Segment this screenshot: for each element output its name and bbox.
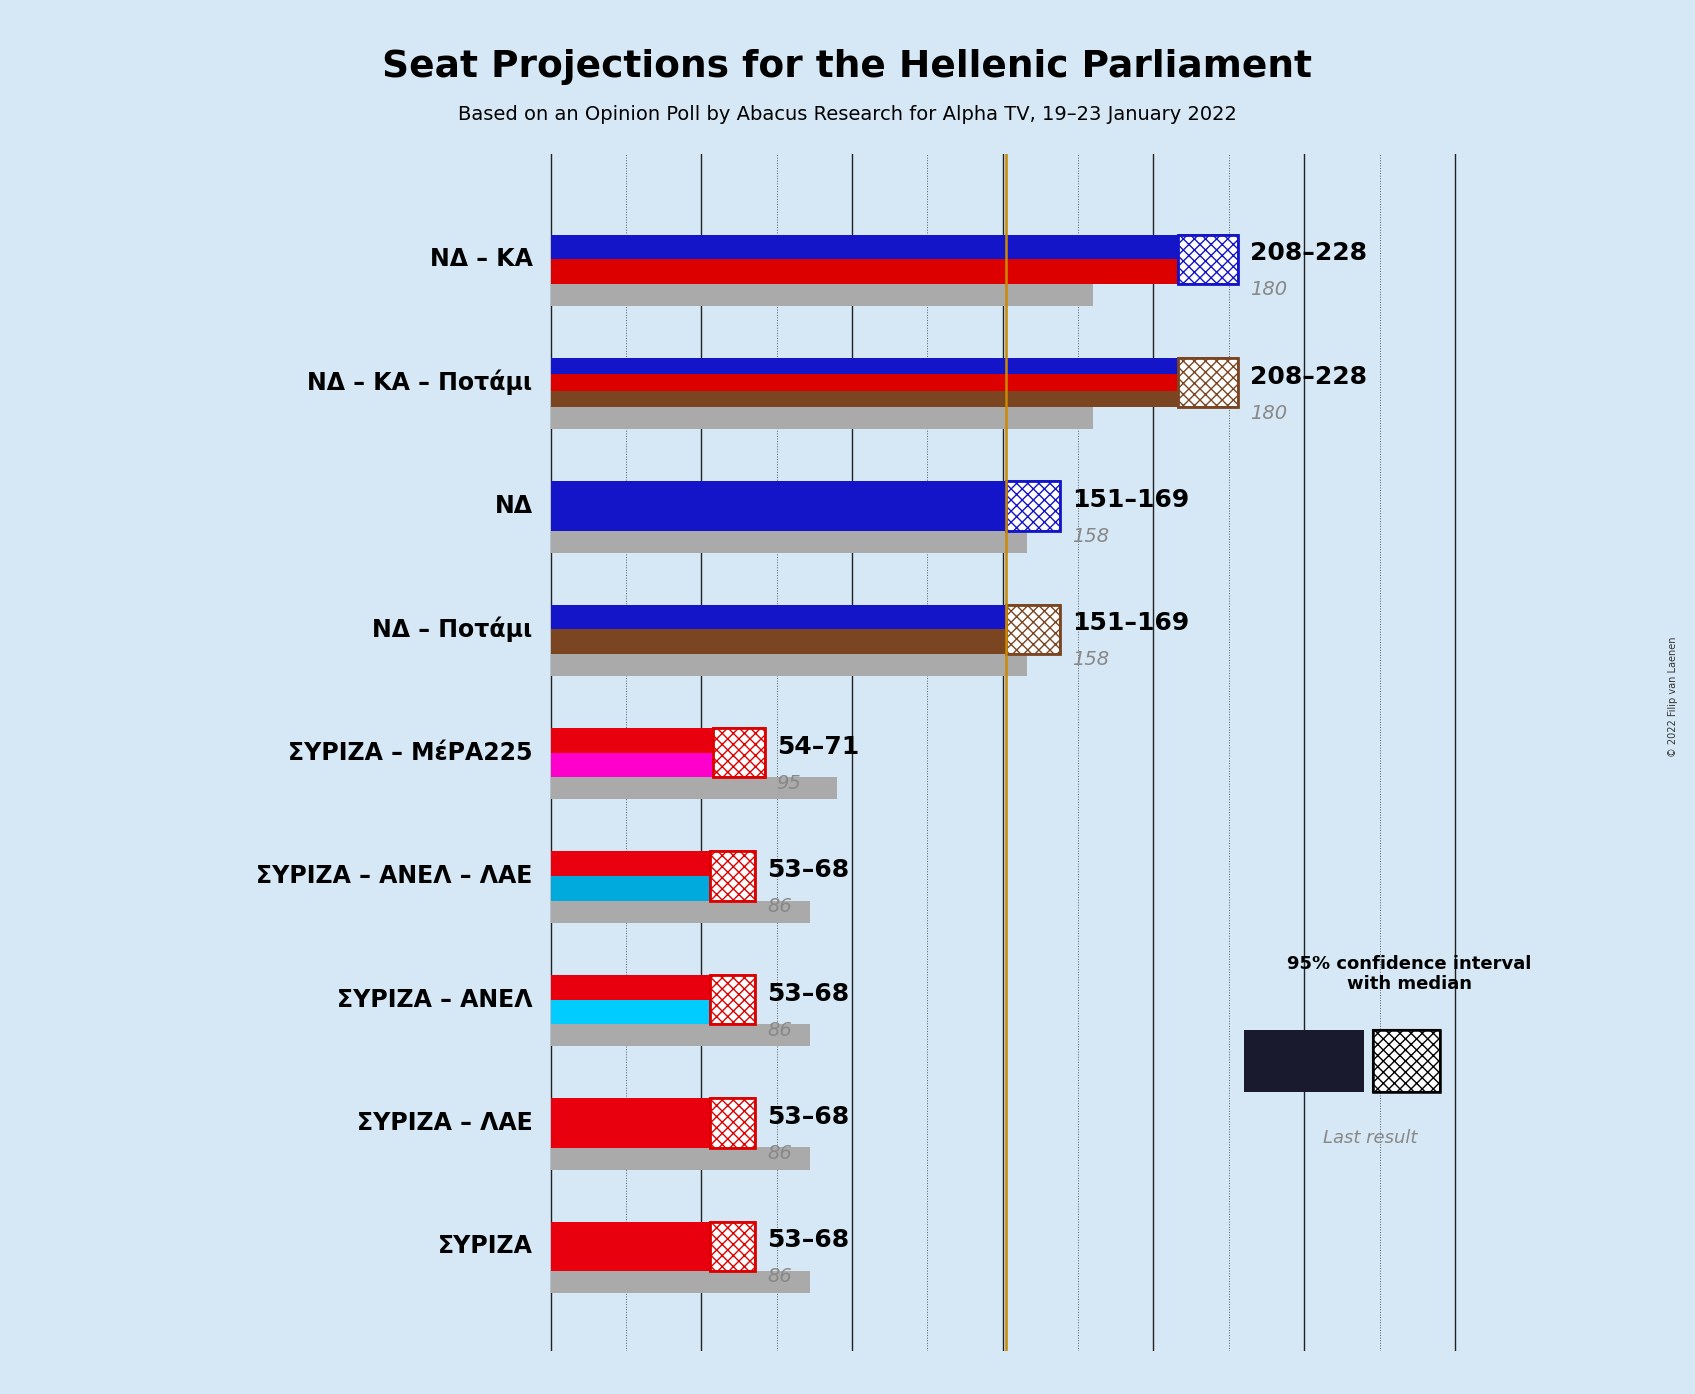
Bar xyxy=(1005,605,1059,654)
Bar xyxy=(1178,234,1237,284)
Text: 158: 158 xyxy=(1071,527,1109,546)
Text: ΝΔ – Ποτάμι: ΝΔ – Ποτάμι xyxy=(373,616,532,643)
Bar xyxy=(551,531,1027,552)
Bar xyxy=(551,999,710,1025)
Bar xyxy=(551,358,1178,375)
Bar xyxy=(551,605,1005,629)
Text: 53–68: 53–68 xyxy=(768,1105,849,1129)
Text: Based on an Opinion Poll by Abacus Research for Alpha TV, 19–23 January 2022: Based on an Opinion Poll by Abacus Resea… xyxy=(458,105,1237,124)
Bar xyxy=(1005,481,1059,531)
Text: Last result: Last result xyxy=(1324,1129,1417,1147)
Bar xyxy=(551,852,710,877)
Bar xyxy=(710,1221,756,1271)
Bar xyxy=(551,390,1178,407)
Bar xyxy=(551,1147,810,1170)
Text: ΣΥΡΙΖΑ – ΑΝΕΛ – ΛΑΕ: ΣΥΡΙΖΑ – ΑΝΕΛ – ΛΑΕ xyxy=(256,864,532,888)
Text: Seat Projections for the Hellenic Parliament: Seat Projections for the Hellenic Parlia… xyxy=(383,49,1312,85)
Bar xyxy=(1005,481,1059,531)
Text: © 2022 Filip van Laenen: © 2022 Filip van Laenen xyxy=(1668,637,1678,757)
Text: ΝΔ – ΚΑ: ΝΔ – ΚΑ xyxy=(429,247,532,272)
Text: ΣΥΡΙΖΑ: ΣΥΡΙΖΑ xyxy=(437,1234,532,1259)
Text: ΣΥΡΙΖΑ – ΛΑΕ: ΣΥΡΙΖΑ – ΛΑΕ xyxy=(356,1111,532,1135)
Text: 151–169: 151–169 xyxy=(1071,612,1190,636)
Bar xyxy=(551,901,810,923)
Bar xyxy=(714,728,764,778)
Bar xyxy=(551,728,714,753)
Bar xyxy=(551,1098,710,1147)
Bar xyxy=(551,259,1178,284)
Text: 53–68: 53–68 xyxy=(768,981,849,1005)
Bar xyxy=(551,375,1178,390)
Text: 208–228: 208–228 xyxy=(1249,241,1366,265)
Text: 53–68: 53–68 xyxy=(768,1228,849,1252)
Bar xyxy=(551,1025,810,1046)
Bar xyxy=(551,974,710,999)
Bar xyxy=(1244,1030,1364,1092)
Bar xyxy=(551,481,1005,531)
Text: 54–71: 54–71 xyxy=(776,735,859,758)
Bar xyxy=(551,1221,710,1271)
Bar xyxy=(1373,1030,1439,1092)
Bar xyxy=(710,1098,756,1147)
Text: 180: 180 xyxy=(1249,280,1287,300)
Bar xyxy=(710,974,756,1025)
Text: ΝΔ: ΝΔ xyxy=(495,493,532,519)
Text: 95% confidence interval
with median: 95% confidence interval with median xyxy=(1288,955,1532,994)
Text: 180: 180 xyxy=(1249,404,1287,422)
Text: ΣΥΡΙΖΑ – ΜέΡΑ225: ΣΥΡΙΖΑ – ΜέΡΑ225 xyxy=(288,740,532,765)
Bar xyxy=(551,1271,810,1292)
Bar xyxy=(551,284,1093,305)
Text: 53–68: 53–68 xyxy=(768,859,849,882)
Bar xyxy=(710,1221,756,1271)
Text: 86: 86 xyxy=(768,898,792,916)
Bar xyxy=(551,654,1027,676)
Text: 95: 95 xyxy=(776,774,802,793)
Bar xyxy=(710,852,756,901)
Bar xyxy=(551,407,1093,429)
Text: 151–169: 151–169 xyxy=(1071,488,1190,512)
Bar xyxy=(1373,1030,1439,1092)
Bar xyxy=(1178,358,1237,407)
Text: 208–228: 208–228 xyxy=(1249,365,1366,389)
Text: 158: 158 xyxy=(1071,651,1109,669)
Bar xyxy=(710,852,756,901)
Bar xyxy=(1178,358,1237,407)
Bar xyxy=(551,234,1178,259)
Bar xyxy=(551,753,714,778)
Text: ΣΥΡΙΖΑ – ΑΝΕΛ: ΣΥΡΙΖΑ – ΑΝΕΛ xyxy=(337,987,532,1012)
Text: 86: 86 xyxy=(768,1267,792,1287)
Text: 86: 86 xyxy=(768,1020,792,1040)
Bar xyxy=(710,1098,756,1147)
Bar xyxy=(551,778,837,799)
Bar xyxy=(551,629,1005,654)
Text: ΝΔ – ΚΑ – Ποτάμι: ΝΔ – ΚΑ – Ποτάμι xyxy=(307,369,532,396)
Text: 86: 86 xyxy=(768,1144,792,1163)
Bar xyxy=(710,974,756,1025)
Bar xyxy=(1005,605,1059,654)
Bar xyxy=(714,728,764,778)
Bar xyxy=(551,877,710,901)
Bar xyxy=(1178,234,1237,284)
